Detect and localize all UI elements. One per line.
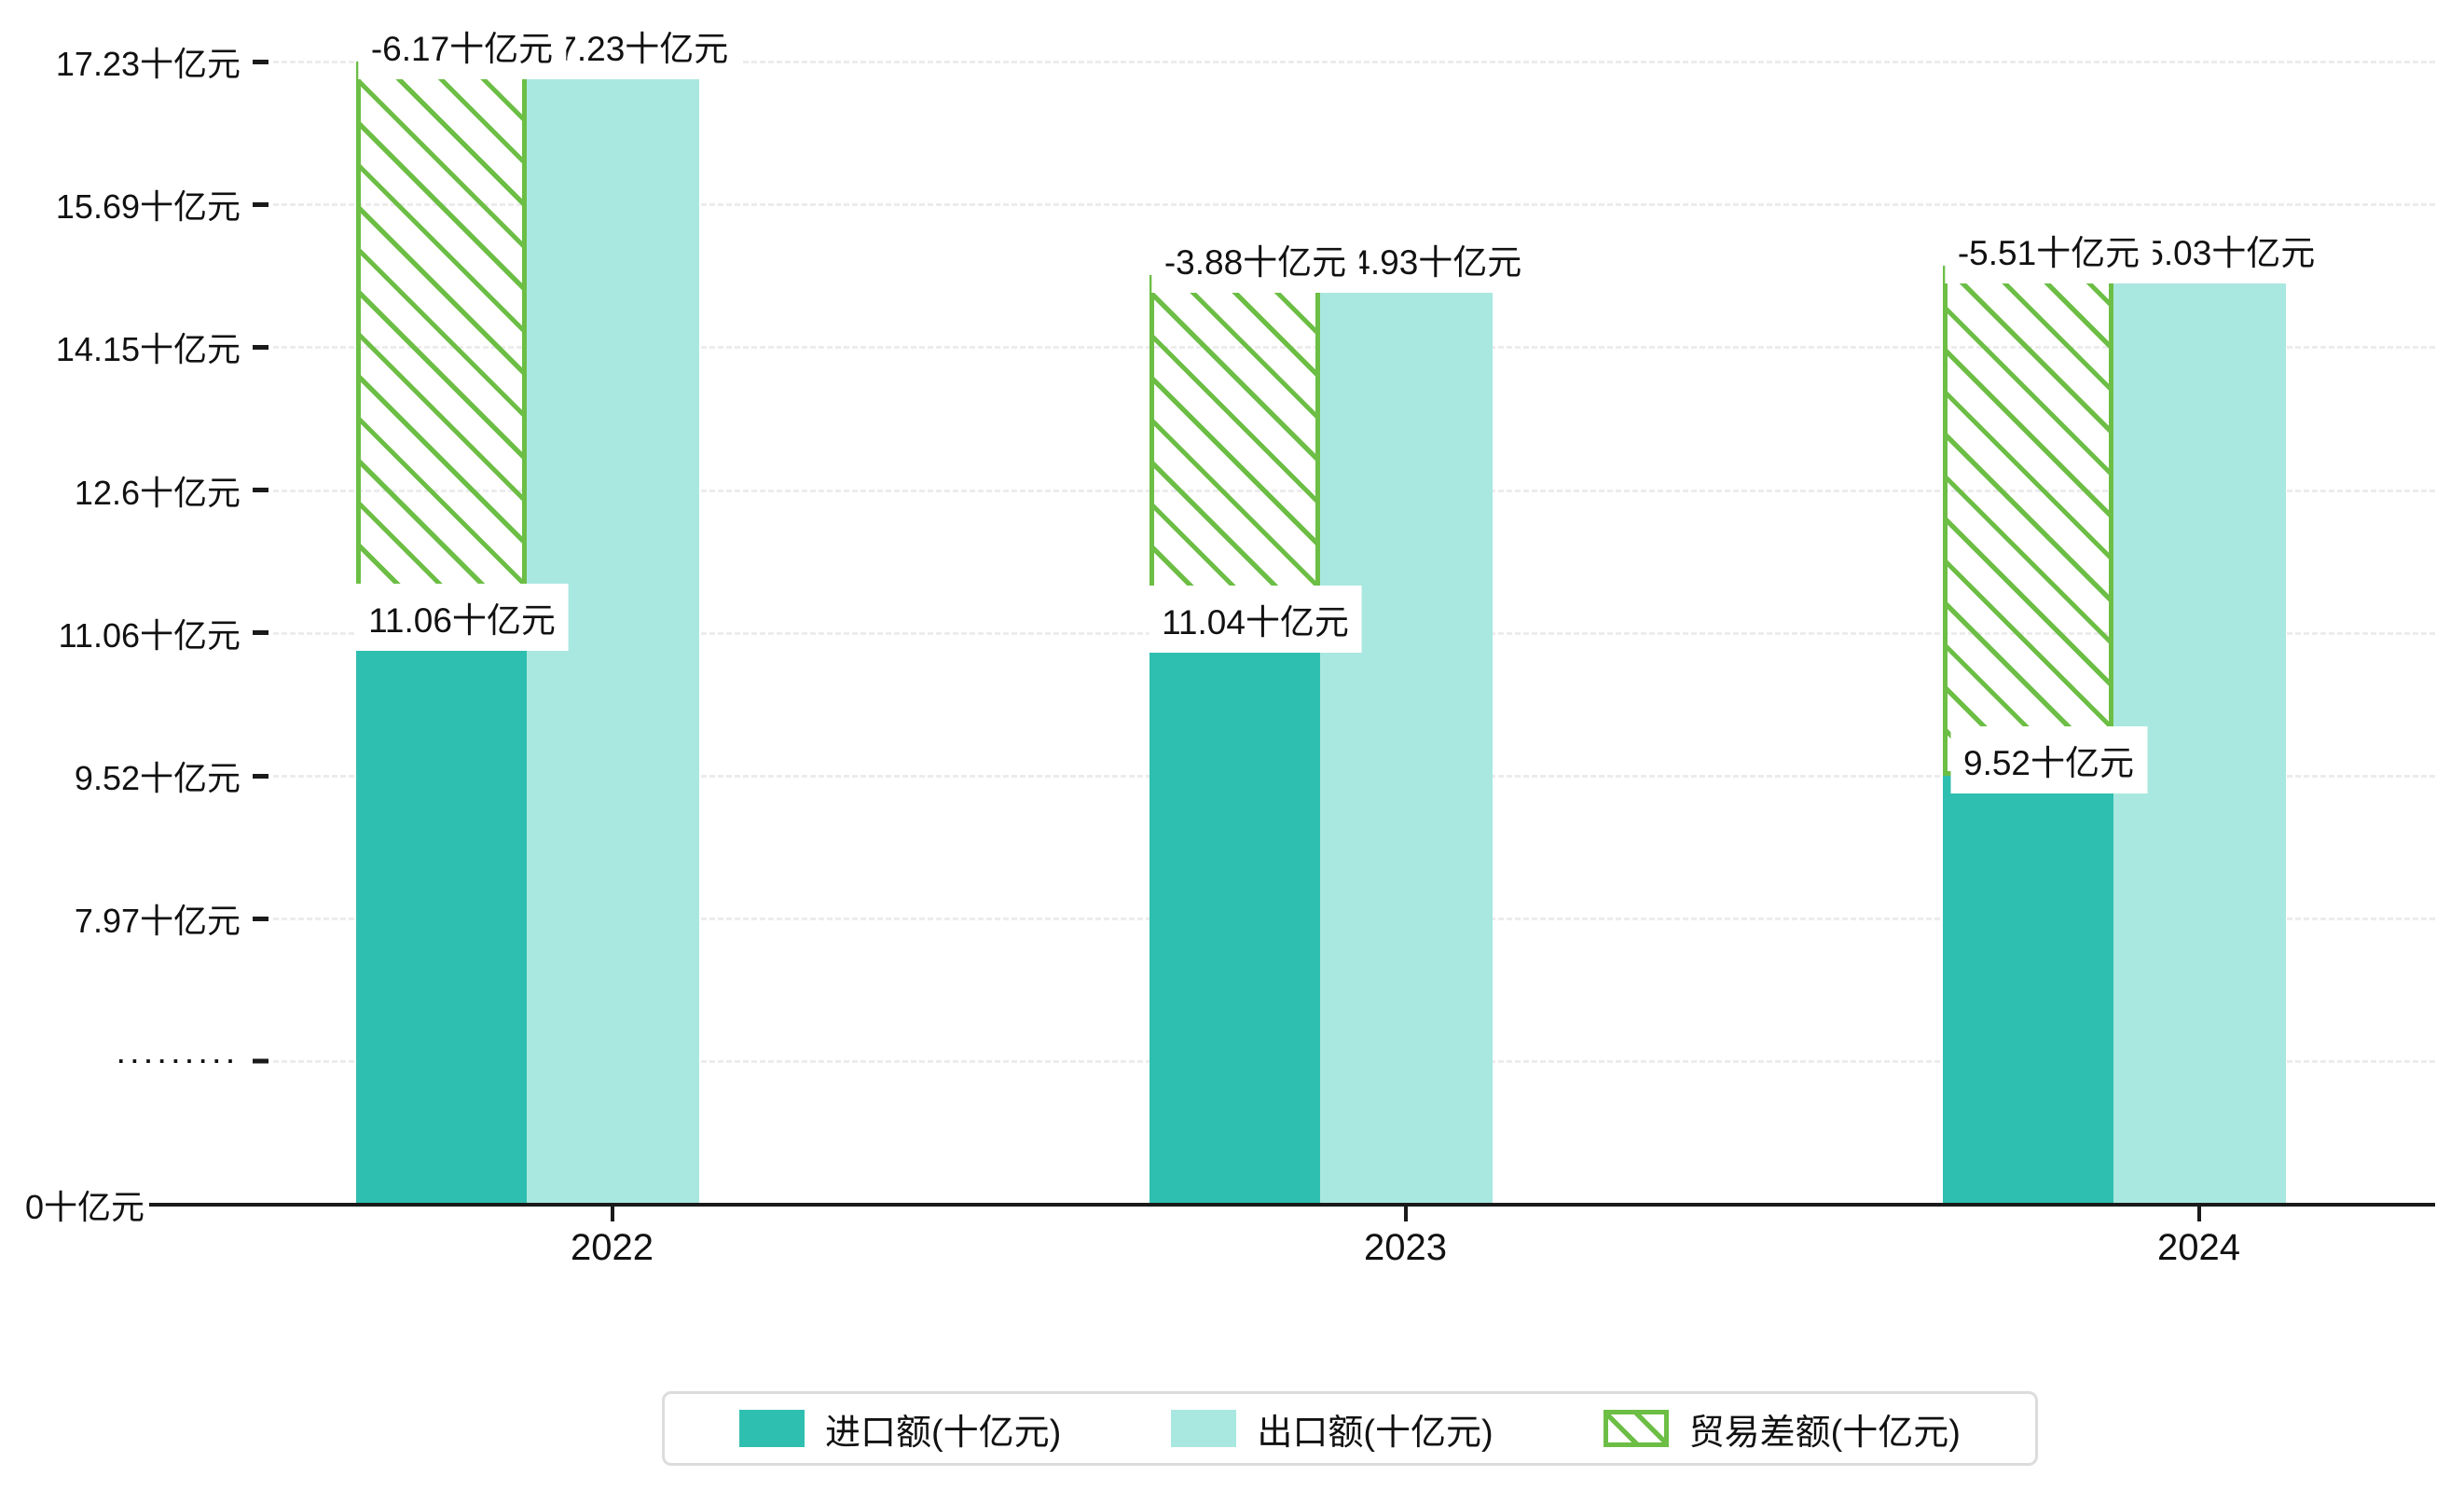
y-tick-mark: [253, 630, 268, 636]
import-value-label: 9.52十亿元: [1949, 726, 2148, 793]
y-tick-mark: [253, 773, 268, 779]
y-tick-mark: [253, 1058, 268, 1064]
y-tick: 9.52十亿元: [75, 752, 268, 800]
x-axis-line: [149, 1203, 2435, 1207]
y-tick-label: 17.23十亿元: [55, 45, 241, 83]
y-axis-break-label: ·········: [117, 1046, 241, 1075]
y-tick-label: 14.15十亿元: [55, 330, 241, 369]
import-swatch-icon: [739, 1410, 805, 1447]
y-tick-label: 9.52十亿元: [74, 759, 241, 797]
x-tick-mark: [1403, 1207, 1408, 1221]
y-tick-mark: [253, 201, 268, 207]
import-value-label: 11.04十亿元: [1149, 586, 1362, 653]
y-tick-label: 15.69十亿元: [55, 187, 241, 227]
import-bar: [1149, 634, 1320, 1205]
y-tick: 17.23十亿元: [56, 37, 268, 86]
y-tick-label: 12.6十亿元: [74, 473, 241, 512]
export-swatch-icon: [1171, 1410, 1237, 1447]
y-tick-mark: [253, 488, 268, 493]
gridline: [273, 61, 2435, 63]
y-tick-mark: [253, 344, 268, 350]
export-bar: [1320, 274, 1493, 1205]
trade-balance-bar: [1943, 265, 2113, 776]
x-tick-label: 2024: [2157, 1227, 2240, 1268]
legend-item-trade-balance: 贸易差额(十亿元): [1603, 1403, 1961, 1455]
y-tick: 0十亿元: [25, 1180, 145, 1229]
x-tick-label: 2023: [1364, 1227, 1447, 1268]
legend-label-export: 出口额(十亿元): [1257, 1413, 1494, 1453]
legend-label-trade-balance: 贸易差额(十亿元): [1688, 1413, 1961, 1453]
y-tick: ·········: [117, 1047, 268, 1076]
y-tick-label: 7.97十亿元: [74, 902, 241, 941]
y-tick: 14.15十亿元: [56, 323, 268, 371]
import-value-label: 11.06十亿元: [355, 584, 569, 651]
y-tick: 7.97十亿元: [75, 894, 268, 943]
trade-balance-value-label: -6.17十亿元: [357, 12, 567, 80]
y-tick: 11.06十亿元: [59, 609, 268, 657]
x-tick-mark: [610, 1207, 614, 1221]
gridline: [273, 203, 2435, 207]
legend: 进口额(十亿元) 出口额(十亿元) 贸易差额(十亿元): [662, 1391, 2038, 1466]
legend-item-import: 进口额(十亿元): [739, 1403, 1061, 1455]
legend-item-export: 出口额(十亿元): [1171, 1403, 1494, 1455]
trade-balance-value-label: -3.88十亿元: [1150, 225, 1360, 293]
y-tick: 15.69十亿元: [56, 180, 268, 228]
trade-balance-bar: [356, 62, 527, 633]
y-tick-label: 0十亿元: [24, 1187, 145, 1226]
trade-balance-swatch-icon: [1603, 1410, 1669, 1447]
y-tick-mark: [253, 916, 268, 921]
trade-balance-value-label: -5.51十亿元: [1944, 215, 2154, 283]
y-tick: 12.6十亿元: [75, 466, 268, 515]
import-bar: [356, 633, 527, 1205]
trade-balance-bar: [1149, 274, 1320, 635]
x-tick-label: 2022: [571, 1227, 654, 1268]
y-tick-label: 11.06十亿元: [58, 615, 241, 655]
legend-label-import: 进口额(十亿元): [825, 1413, 1062, 1453]
y-tick-mark: [253, 59, 268, 64]
x-tick-mark: [2196, 1207, 2201, 1221]
import-bar: [1943, 775, 2113, 1205]
